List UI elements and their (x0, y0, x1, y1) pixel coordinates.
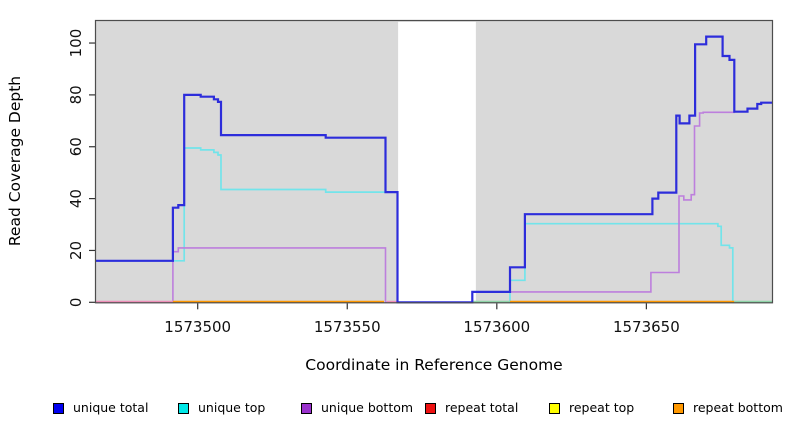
y-tick-label: 0 (67, 298, 85, 308)
y-tick-label: 100 (67, 29, 85, 58)
legend-label: unique bottom (321, 400, 414, 415)
legend-swatch-unique-bottom (301, 402, 312, 414)
legend-swatch-repeat-bottom (673, 402, 684, 414)
legend-label: unique total (73, 400, 149, 415)
y-tick-label: 40 (67, 189, 85, 208)
x-axis-title: Coordinate in Reference Genome (305, 356, 562, 374)
legend-swatch-unique-top (178, 402, 189, 414)
legend-item-unique-total: unique total (53, 399, 148, 417)
x-tick-label: 1573500 (164, 318, 231, 336)
series-line-unique-total (96, 35, 772, 304)
legend-item-unique-bottom: unique bottom (301, 399, 413, 417)
plot-border (94, 19, 774, 304)
legend-label: unique top (198, 400, 266, 415)
legend-label: repeat total (445, 400, 519, 415)
y-tick-label: 60 (67, 137, 85, 156)
uncovered-gap-region (398, 21, 476, 302)
legend-swatch-unique-total (53, 402, 64, 414)
x-tick-label: 1573600 (463, 318, 530, 336)
legend-swatch-repeat-total (425, 402, 436, 414)
legend: unique total unique top unique bottom repea… (0, 399, 792, 421)
coverage-plot: 1573500 1573550 1573600 1573650 0 20 40 60 80 100… (6, 19, 774, 374)
x-tick-label: 1573650 (613, 318, 680, 336)
y-axis-title: Read Coverage Depth (6, 76, 24, 246)
legend-item-unique-top: unique top (178, 399, 265, 417)
axis-ticks: 1573500 1573550 1573600 1573650 0 20 40 60 80 100 (67, 29, 680, 336)
legend-swatch-repeat-top (549, 402, 560, 414)
series-lines (96, 35, 772, 304)
legend-label: repeat top (569, 400, 635, 415)
legend-item-repeat-top: repeat top (549, 399, 634, 417)
legend-item-repeat-total: repeat total (425, 399, 518, 417)
y-tick-label: 20 (67, 241, 85, 260)
x-tick-label: 1573550 (314, 318, 381, 336)
legend-item-repeat-bottom: repeat bottom (673, 399, 783, 417)
legend-label: repeat bottom (693, 400, 783, 415)
y-tick-label: 80 (67, 85, 85, 104)
